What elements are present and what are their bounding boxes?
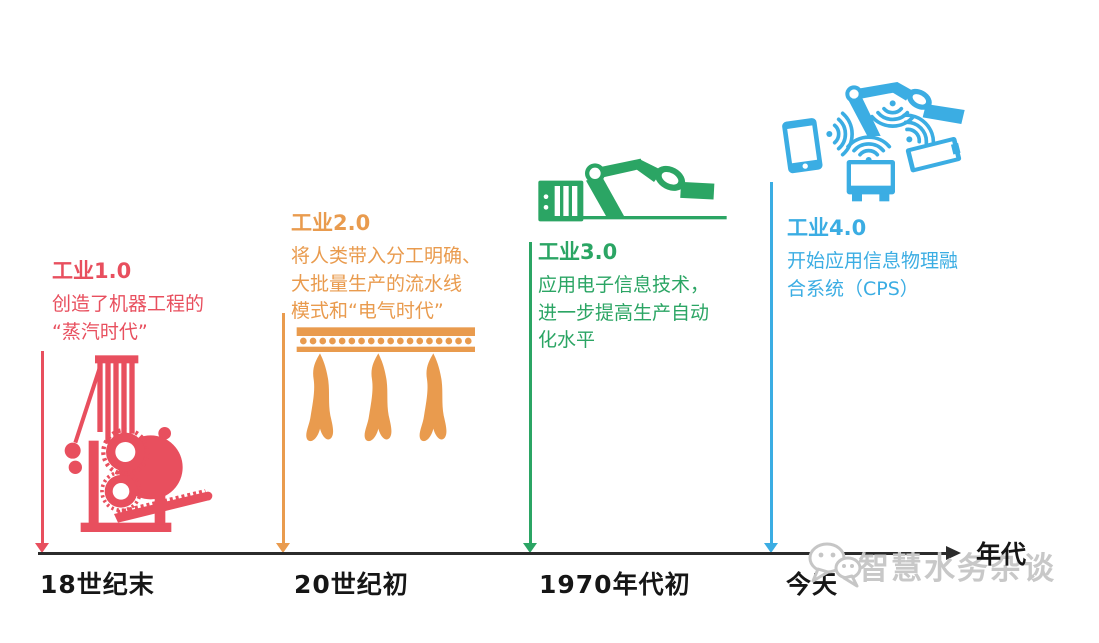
monitor-icon: [846, 160, 895, 202]
stage-4-text-block: 工业4.0 开始应用信息物理融 合系统（CPS）: [787, 212, 958, 303]
stage-2-arrowhead-icon: [276, 543, 290, 553]
era-label-3: 1970年代初: [539, 570, 691, 599]
stage-3-arrowhead-icon: [523, 543, 537, 553]
stage-4-title: 工业4.0: [787, 216, 867, 240]
stage-1-text-block: 工业1.0 创造了机器工程的 “蒸汽时代”: [52, 255, 204, 346]
stage-2-arrow: [282, 313, 285, 544]
iot-network-icon: [782, 82, 965, 202]
stage-3-text-block: 工业3.0 应用电子信息技术， 进一步提高生产自动 化水平: [538, 236, 709, 355]
stage-4-arrowhead-icon: [764, 543, 778, 553]
stage-1-arrow: [41, 351, 44, 544]
stage-4-description-line: 合系统（CPS）: [787, 277, 919, 300]
era-label-4: 今天: [786, 570, 839, 599]
steam-engine-icon: [64, 355, 213, 532]
era-label-1: 18世纪末: [40, 570, 155, 599]
assembly-line-icon: [296, 327, 475, 442]
stage-1-title: 工业1.0: [52, 259, 132, 283]
timeline-arrowhead-icon: [946, 546, 961, 560]
stage-2-description-line: 模式和“电气时代”: [291, 300, 444, 322]
stage-3-arrow: [529, 242, 532, 544]
watermark-text: 智慧水务杂谈: [858, 551, 1056, 587]
robot-arm-icon: [538, 158, 727, 222]
stage-1-description-line: “蒸汽时代”: [52, 320, 148, 343]
chat-bubbles-icon: [808, 542, 862, 588]
stage-4-description-line: 开始应用信息物理融: [787, 250, 959, 272]
stage-1-description-line: 创造了机器工程的: [52, 293, 205, 315]
stage-3-description-line: 化水平: [538, 329, 596, 351]
laptop-icon: [905, 136, 962, 173]
axis-label: 年代: [976, 540, 1027, 569]
era-label-2: 20世纪初: [294, 570, 409, 599]
stage-1-arrowhead-icon: [35, 543, 49, 553]
stage-2-text-block: 工业2.0 将人类带入分工明确、 大批量生产的流水线 模式和“电气时代”: [291, 207, 481, 326]
stage-3-description-line: 进一步提高生产自动: [538, 301, 710, 324]
mini-robot-arm-icon: [845, 82, 965, 136]
stage-2-title: 工业2.0: [291, 211, 371, 235]
stage-4-arrow: [770, 182, 773, 544]
stage-2-description-line: 大批量生产的流水线: [291, 272, 463, 295]
stage-3-description-line: 应用电子信息技术，: [538, 274, 710, 296]
stage-2-description-line: 将人类带入分工明确、: [291, 245, 482, 267]
stage-3-title: 工业3.0: [538, 240, 618, 264]
timeline-axis: [38, 552, 948, 555]
smartphone-icon: [782, 118, 823, 174]
